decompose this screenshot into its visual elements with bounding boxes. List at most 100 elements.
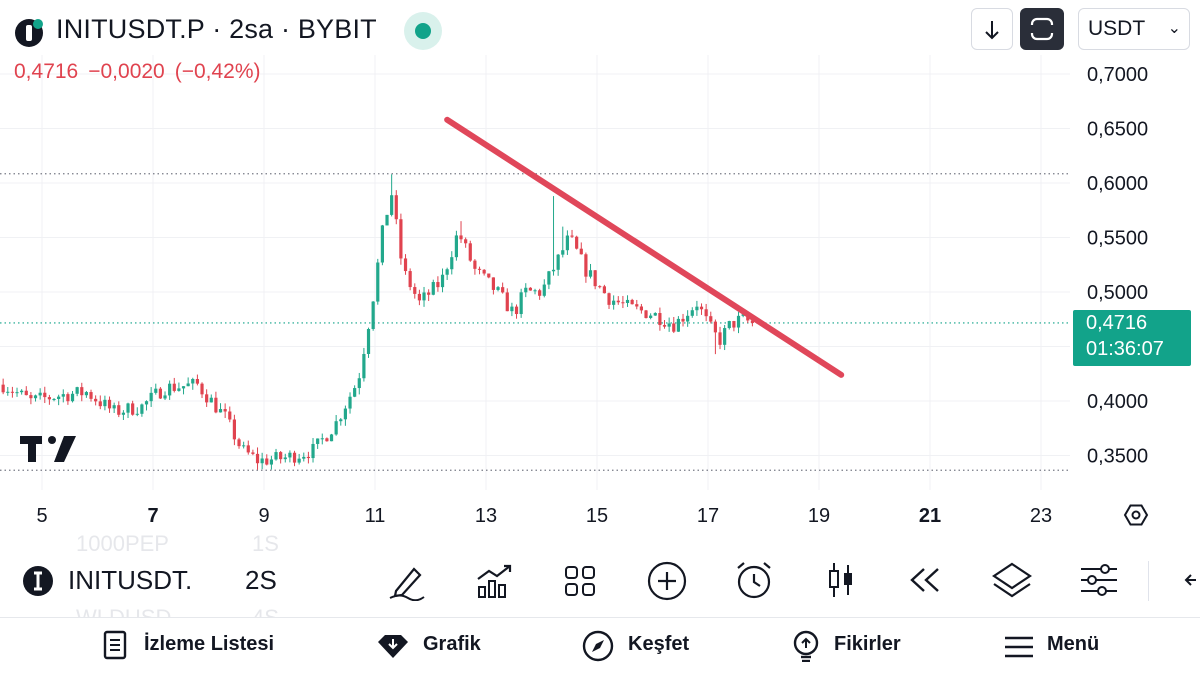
draw-pen-icon[interactable] xyxy=(388,561,428,601)
candle-up xyxy=(450,257,454,270)
candle-down xyxy=(246,445,250,453)
replay-rewind-icon[interactable] xyxy=(908,565,942,595)
candle-down xyxy=(89,392,93,399)
nav-watchlist[interactable]: İzleme Listesi xyxy=(144,633,275,655)
price-axis-label: 0,3500 xyxy=(1087,446,1148,468)
last-price: 0,4716 xyxy=(14,60,79,83)
price-axis-label: 0,4000 xyxy=(1087,391,1148,413)
toolbar-symbol[interactable]: INITUSDT. xyxy=(68,565,193,595)
candle-down xyxy=(195,378,199,384)
time-axis[interactable]: 5 7 9 11 13 15 17 19 21 23 xyxy=(36,505,1052,527)
market-status-indicator[interactable] xyxy=(404,12,442,50)
settings-sliders-icon[interactable] xyxy=(1078,561,1120,599)
candle-down xyxy=(427,292,431,295)
candle-up xyxy=(135,413,139,415)
candle-down xyxy=(473,260,477,269)
candle-up xyxy=(61,394,65,397)
candle-up xyxy=(556,254,560,270)
candle-up xyxy=(357,378,361,389)
trendline[interactable] xyxy=(444,116,845,378)
candles-chart-type-icon[interactable] xyxy=(825,559,857,601)
candle-down xyxy=(602,286,606,294)
candle-up xyxy=(149,392,153,402)
time-axis-label: 15 xyxy=(586,505,608,527)
candle-down xyxy=(158,388,162,399)
candle-up xyxy=(736,315,741,328)
candle-up xyxy=(343,408,347,420)
candle-up xyxy=(519,292,523,315)
time-axis-label: 21 xyxy=(919,505,941,527)
arrow-down-icon xyxy=(985,21,999,40)
candle-up xyxy=(144,401,149,405)
add-plus-icon[interactable] xyxy=(646,560,688,602)
symbol-title[interactable]: INITUSDT.P · 2sa · BYBIT xyxy=(56,14,377,44)
candle-up xyxy=(422,292,426,301)
candle-down xyxy=(505,292,509,312)
candle-down xyxy=(464,239,468,244)
candle-up xyxy=(112,405,116,409)
price-axis[interactable]: 0,70000,65000,60000,55000,50000,45000,40… xyxy=(1087,64,1148,468)
settings-hex-icon[interactable] xyxy=(1123,504,1149,526)
candle-down xyxy=(223,409,227,412)
candle-down xyxy=(575,236,579,249)
candle-up xyxy=(269,459,273,465)
candle-down xyxy=(644,310,648,318)
candle-up xyxy=(209,397,213,403)
candle-up xyxy=(588,270,593,277)
candle-down xyxy=(672,323,676,332)
nav-ideas[interactable]: Fikirler xyxy=(834,633,901,655)
candle-up xyxy=(533,290,537,292)
nav-chart[interactable]: Grafik xyxy=(423,633,481,655)
nav-menu[interactable]: Menü xyxy=(1047,633,1100,655)
candle-down xyxy=(399,219,403,259)
candle-up xyxy=(348,396,352,409)
candle-up xyxy=(103,399,107,407)
currency-select[interactable]: USDT ⌄ xyxy=(1078,8,1190,50)
candle-up xyxy=(727,321,731,329)
candle-up xyxy=(302,456,306,459)
candle-up xyxy=(177,388,181,391)
layers-icon[interactable] xyxy=(990,560,1034,600)
time-axis-label: 7 xyxy=(147,505,158,527)
chart-icon xyxy=(378,635,408,658)
layouts-grid-icon[interactable] xyxy=(562,563,598,599)
candle-up xyxy=(126,403,130,413)
candle-down xyxy=(403,258,408,272)
candle-down xyxy=(491,277,495,290)
candle-down xyxy=(117,405,121,415)
price-change-pct: (−0,42%) xyxy=(174,60,261,83)
candle-down xyxy=(417,293,421,301)
candle-down xyxy=(237,439,241,447)
candle-down xyxy=(538,290,542,296)
candle-up xyxy=(496,287,500,290)
candle-down xyxy=(214,397,218,413)
candle-down xyxy=(43,392,47,398)
candle-down xyxy=(482,269,486,274)
candle-down xyxy=(732,321,736,328)
candle-up xyxy=(20,390,24,393)
fullscreen-button[interactable] xyxy=(1020,8,1064,50)
candle-up xyxy=(33,395,38,399)
candle-up xyxy=(311,443,315,459)
currency-value: USDT xyxy=(1088,17,1146,40)
nav-explore[interactable]: Keşfet xyxy=(628,633,690,655)
arrow-left-icon[interactable] xyxy=(1182,570,1198,590)
compass-icon xyxy=(582,630,614,662)
candle-up xyxy=(75,387,79,394)
toolbar-interval[interactable]: 2S xyxy=(245,565,277,595)
indicators-icon[interactable] xyxy=(475,561,515,601)
time-axis-label: 11 xyxy=(365,505,386,527)
candle-up xyxy=(542,284,546,296)
symbol-logo-icon xyxy=(23,566,53,596)
candle-down xyxy=(598,286,602,288)
download-button[interactable] xyxy=(971,8,1013,50)
time-axis-label: 19 xyxy=(808,505,830,527)
candle-up xyxy=(390,195,394,215)
candle-up xyxy=(612,300,616,305)
candle-up xyxy=(181,386,186,389)
candle-up xyxy=(440,274,445,288)
candle-up xyxy=(385,214,389,226)
candle-down xyxy=(584,254,588,277)
alarm-clock-icon[interactable] xyxy=(733,559,775,601)
candle-down xyxy=(658,313,662,326)
